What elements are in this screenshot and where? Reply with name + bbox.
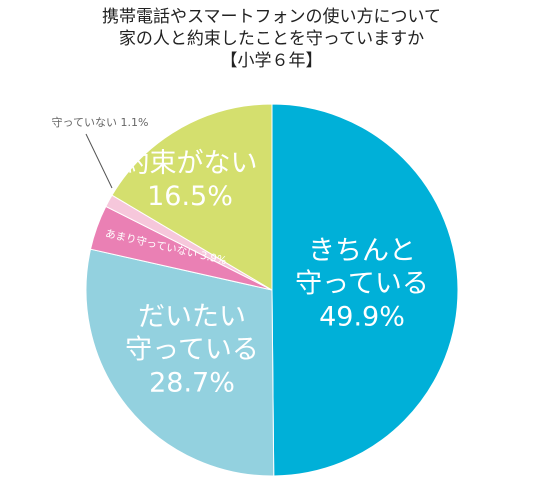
leader-line (85, 133, 113, 189)
slice-label: 守っていない 1.1% (52, 114, 149, 130)
pie-slice (85, 248, 275, 477)
title-line: 家の人と約束したことを守っていますか (118, 29, 425, 49)
value-label: 1.1% (120, 116, 149, 129)
category-label: 約束がない (122, 148, 258, 179)
value-label: 49.9% (319, 301, 405, 333)
value-label: 16.5% (147, 181, 233, 212)
category-label: 守っていない (51, 116, 117, 129)
category-label: きちんと 守っている (295, 235, 429, 300)
title-line: 【小学６年】 (220, 51, 323, 71)
pie-slice (111, 103, 273, 291)
slice-label: 約束がない 16.5% (123, 147, 258, 213)
value-label: 28.7% (149, 367, 235, 399)
category-label: だいたい 守っている (125, 301, 259, 366)
pie-slice (271, 103, 459, 477)
chart-title: 携帯電話やスマートフォンの使い方について 家の人と約束したことを守っていますか 【小… (0, 6, 543, 72)
slice-label: きちんと 守っている 49.9% (295, 235, 429, 334)
slice-label: だいたい 守っている 28.7% (125, 301, 259, 400)
title-line: 携帯電話やスマートフォンの使い方について (102, 7, 441, 27)
